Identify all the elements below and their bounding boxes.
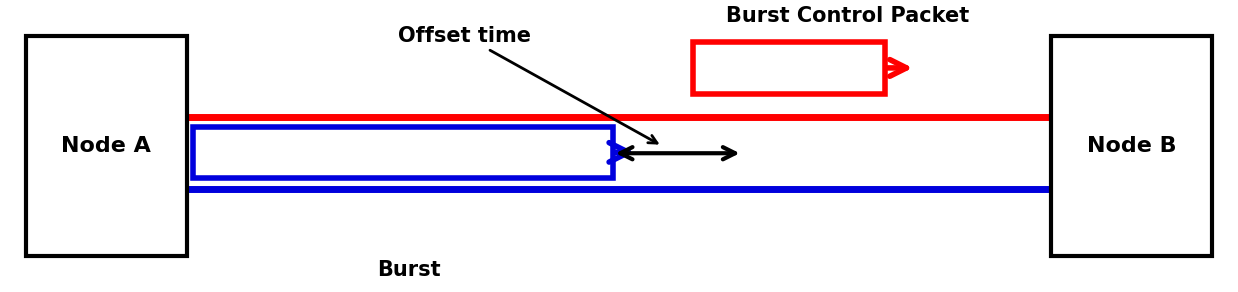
Bar: [193, 127, 613, 178]
Text: Burst: Burst: [378, 260, 441, 280]
Bar: [693, 42, 885, 94]
Text: Burst Control Packet: Burst Control Packet: [725, 6, 969, 26]
Bar: [26, 36, 187, 256]
Text: Node A: Node A: [62, 136, 151, 156]
Text: Offset time: Offset time: [399, 26, 657, 143]
Bar: [1051, 36, 1212, 256]
Text: Node B: Node B: [1087, 136, 1176, 156]
